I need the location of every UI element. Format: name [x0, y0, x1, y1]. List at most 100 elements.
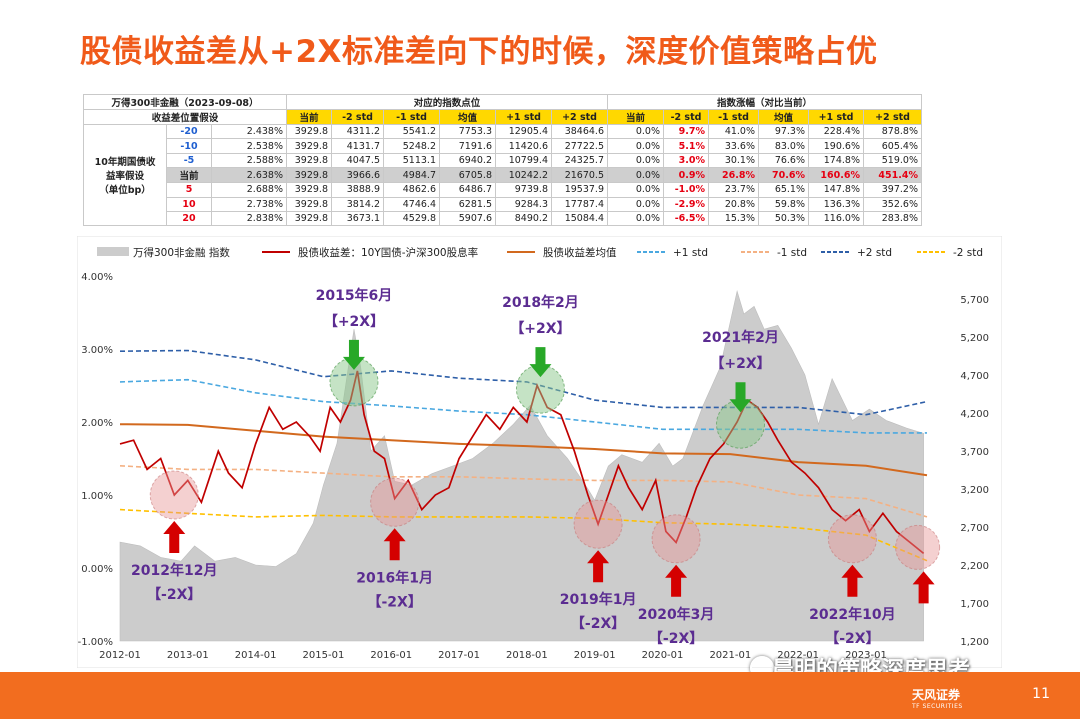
points-cell: 3929.8 [286, 210, 332, 227]
y-left-tick: 0.00% [81, 564, 113, 575]
yield-cell: 2.688% [211, 182, 287, 198]
change-cell: 3.0% [663, 152, 709, 169]
highlight-circle [651, 514, 701, 564]
legend-label: -2 std [953, 247, 983, 259]
points-cell: 4131.7 [331, 138, 384, 154]
bp-cell: 当前 [166, 167, 212, 184]
legend-label: -1 std [777, 247, 807, 259]
y-right-tick: 3,200 [960, 485, 989, 496]
y-left-tick: 3.00% [81, 345, 113, 356]
points-cell: 6940.2 [439, 152, 496, 169]
legend-label: 股债收益差均值 [543, 246, 617, 259]
y-left-tick: 2.00% [81, 418, 113, 429]
change-cell: 83.0% [758, 138, 809, 154]
highlight-circle [895, 524, 941, 570]
change-cell: 0.0% [607, 196, 664, 212]
x-tick: 2017-01 [438, 650, 480, 661]
change-cell: 352.6% [863, 196, 922, 212]
annotation-label: 2019年1月 [560, 591, 637, 608]
points-cell: 4047.5 [331, 152, 384, 169]
points-cell: 11420.6 [495, 138, 552, 154]
up-arrow-icon [841, 564, 864, 597]
y-left-tick: 1.00% [81, 491, 113, 502]
change-cell: 519.0% [863, 152, 922, 169]
y-left-tick: -1.00% [78, 637, 113, 648]
change-cell: 97.3% [758, 123, 809, 140]
x-tick: 2014-01 [235, 650, 277, 661]
points-cell: 24325.7 [551, 152, 608, 169]
points-cell: 3929.8 [286, 123, 332, 140]
points-cell: 19537.9 [551, 182, 608, 198]
index-label: 万得300非金融（2023-09-08） [83, 94, 287, 110]
points-cell: 3929.8 [286, 167, 332, 184]
points-cell: 4529.8 [383, 210, 440, 227]
x-tick: 2015-01 [303, 650, 345, 661]
legend-label: +1 std [673, 247, 708, 259]
change-cell: 136.3% [808, 196, 864, 212]
points-section-header: 对应的指数点位 [286, 94, 608, 110]
change-cell: 451.4% [863, 167, 922, 184]
bp-cell: 10 [166, 196, 212, 212]
points-cell: 10242.2 [495, 167, 552, 184]
points-cell: 5113.1 [383, 152, 440, 169]
annotation-tag: 【-2X】 [367, 594, 421, 610]
y-right-tick: 2,200 [960, 561, 989, 572]
y-right-tick: 4,700 [960, 371, 989, 382]
valuation-table: 万得300非金融（2023-09-08） 对应的指数点位 指数涨幅（对比当前） … [83, 94, 977, 227]
spread-chart: 4.00% 3.00% 2.00% 1.00% 0.00% -1.00% 5,700 5,20… [77, 236, 1002, 668]
annotation-label: 2020年3月 [638, 606, 715, 623]
annotation-label: 2016年1月 [356, 569, 433, 586]
legend-label: +2 std [857, 247, 892, 259]
change-cell: -1.0% [663, 182, 709, 198]
points-cell: 4984.7 [383, 167, 440, 184]
y-right-tick: 5,700 [960, 295, 989, 306]
change-cell: 397.2% [863, 182, 922, 198]
yield-cell: 2.588% [211, 152, 287, 169]
x-tick: 2019-01 [574, 650, 616, 661]
col-header: +1 std [808, 109, 864, 125]
brand-logo: 天风证券 TF SECURITIES [912, 686, 963, 710]
rowgroup-label-line: 益率假设 [105, 171, 144, 183]
highlight-circle [827, 514, 877, 564]
table-row: -5 2.588% 3929.8 4047.5 5113.1 6940.2 10799.4 2… [84, 152, 977, 169]
rowgroup-label-line: （单位bp） [99, 185, 151, 197]
bp-cell: -10 [166, 138, 212, 154]
rowgroup-label: 10年期国债收 益率假设 （单位bp） [83, 123, 167, 227]
points-cell: 21670.5 [551, 167, 608, 184]
change-cell: 160.6% [808, 167, 864, 184]
change-cell: 283.8% [863, 210, 922, 227]
change-cell: 9.7% [663, 123, 709, 140]
col-header: 均值 [758, 109, 809, 125]
points-cell: 4311.2 [331, 123, 384, 140]
legend-label: 万得300非金融 指数 [133, 246, 230, 259]
points-cell: 4746.4 [383, 196, 440, 212]
spread-line [119, 370, 925, 555]
down-arrow-icon [342, 339, 365, 370]
col-header: 当前 [607, 109, 664, 125]
change-cell: 174.8% [808, 152, 864, 169]
change-cell: 23.7% [708, 182, 759, 198]
footer-bar: 天风证券 TF SECURITIES 11 [0, 672, 1080, 719]
points-cell: 3929.8 [286, 196, 332, 212]
highlight-circle [573, 499, 623, 549]
bp-cell: -20 [166, 123, 212, 140]
x-tick: 2013-01 [167, 650, 209, 661]
change-cell: 0.0% [607, 123, 664, 140]
points-cell: 15084.4 [551, 210, 608, 227]
points-cell: 12905.4 [495, 123, 552, 140]
x-tick: 2016-01 [370, 650, 412, 661]
change-cell: 228.4% [808, 123, 864, 140]
col-header: +2 std [863, 109, 922, 125]
highlight-circle [149, 470, 199, 520]
change-cell: 33.6% [708, 138, 759, 154]
annotation-tag: 【+2X】 [510, 321, 570, 337]
down-arrow-icon [529, 347, 552, 378]
annotation-label: 2015年6月 [316, 287, 393, 304]
yield-cell: 2.838% [211, 210, 287, 227]
change-cell: 50.3% [758, 210, 809, 227]
annotation-tag: 【-2X】 [649, 631, 703, 647]
points-cell: 9284.3 [495, 196, 552, 212]
plus1-std-line [119, 378, 927, 434]
up-arrow-icon [912, 571, 935, 604]
x-tick: 2022-01 [777, 650, 819, 661]
